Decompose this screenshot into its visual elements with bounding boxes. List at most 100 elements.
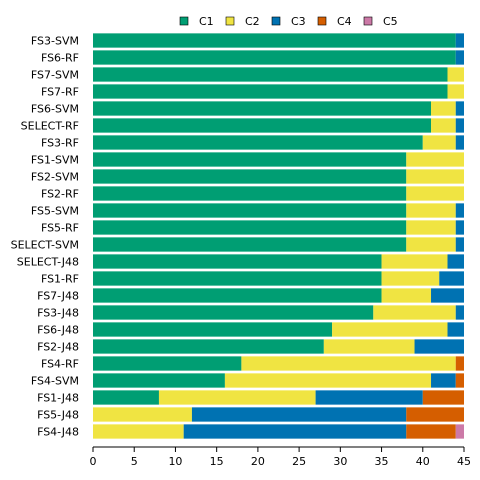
category-label: FS2-RF [41,188,79,201]
legend-label: C5 [383,15,398,28]
bar-segment [93,339,324,354]
x-tick-label: 30 [333,455,347,468]
category-label: FS2-SVM [31,171,79,184]
bar-segment [224,373,432,388]
legend-swatch [317,16,327,26]
bar-segment [439,271,464,286]
bar-segment [447,67,464,82]
legend: C1 C2 C3 C4 C5 [179,15,398,28]
category-label: FS5-RF [41,222,79,235]
bar-segment [93,237,407,252]
bar-segment [455,373,464,388]
category-label: FS1-J48 [37,392,79,405]
category-label: FS5-SVM [31,205,79,218]
bar-segment [93,271,382,286]
bar-segment [93,390,159,405]
bar-segment [455,424,464,439]
bar-segment [447,84,464,99]
category-label: SELECT-RF [21,120,79,133]
bar-segment [381,271,440,286]
bar-segment [431,288,464,303]
bar-segment [455,101,464,116]
x-tick-label: 0 [90,455,97,468]
x-tick-label: 25 [292,455,306,468]
category-label: FS5-J48 [37,409,79,422]
bar-segment [406,424,456,439]
bar-segment [406,237,456,252]
bar-segment [93,220,407,235]
bar-segment [406,203,456,218]
bar-segment [93,424,184,439]
category-label: FS1-SVM [31,154,79,167]
legend-label: C3 [291,15,306,28]
bar-segment [422,135,456,150]
category-label: FS7-J48 [37,290,79,303]
category-label: FS1-RF [41,273,79,286]
x-tick-label: 20 [251,455,265,468]
category-label: FS3-RF [41,137,79,150]
legend-swatch [225,16,235,26]
bar-segment [93,152,407,167]
bar-segment [455,220,464,235]
x-axis: 0 5 10 15 20 25 30 35 40 45 [90,446,471,468]
x-tick-label: 10 [168,455,182,468]
bars [93,33,464,439]
category-label: SELECT-SVM [11,239,79,252]
bar-segment [373,305,456,320]
category-label: FS6-J48 [37,324,79,337]
bar-segment [93,84,448,99]
category-label: FS6-RF [41,52,79,65]
x-tick-label: 5 [131,455,138,468]
bar-segment [455,305,464,320]
bar-segment [406,220,456,235]
bar-segment [93,407,192,422]
bar-segment [455,135,464,150]
legend-label: C1 [199,15,214,28]
bar-segment [455,118,464,133]
category-label: FS7-RF [41,86,79,99]
bar-segment [455,33,464,48]
legend-swatch [179,16,189,26]
bar-segment [323,339,415,354]
bar-segment [447,254,464,269]
bar-segment [93,203,407,218]
bar-segment [431,101,456,116]
bar-segment [455,203,464,218]
bar-segment [422,390,464,405]
category-label: FS7-SVM [31,69,79,82]
bar-segment [93,305,374,320]
bar-segment [332,322,448,337]
bar-segment [431,373,456,388]
bar-segment [406,152,464,167]
bar-segment [93,356,242,371]
bar-segment [93,67,448,82]
x-tick-label: 15 [210,455,224,468]
x-tick-label: 45 [457,455,471,468]
category-label: FS3-SVM [31,35,79,48]
bar-segment [455,356,464,371]
bar-segment [414,339,464,354]
bar-segment [93,135,423,150]
bar-segment [241,356,456,371]
bar-segment [406,169,464,184]
bar-segment [431,118,456,133]
legend-label: C4 [337,15,352,28]
bar-segment [381,288,432,303]
bar-segment [93,254,382,269]
bar-segment [93,186,407,201]
category-label: SELECT-J48 [17,256,79,269]
category-label: FS3-J48 [37,307,79,320]
bar-segment [455,237,464,252]
bar-segment [93,101,432,116]
bar-segment [93,322,333,337]
category-label: FS2-J48 [37,341,79,354]
bar-segment [93,33,456,48]
bar-segment [93,169,407,184]
bar-segment [93,118,432,133]
bar-segment [315,390,423,405]
category-label: FS4-RF [41,358,79,371]
legend-label: C2 [245,15,260,28]
x-tick-label: 40 [416,455,430,468]
